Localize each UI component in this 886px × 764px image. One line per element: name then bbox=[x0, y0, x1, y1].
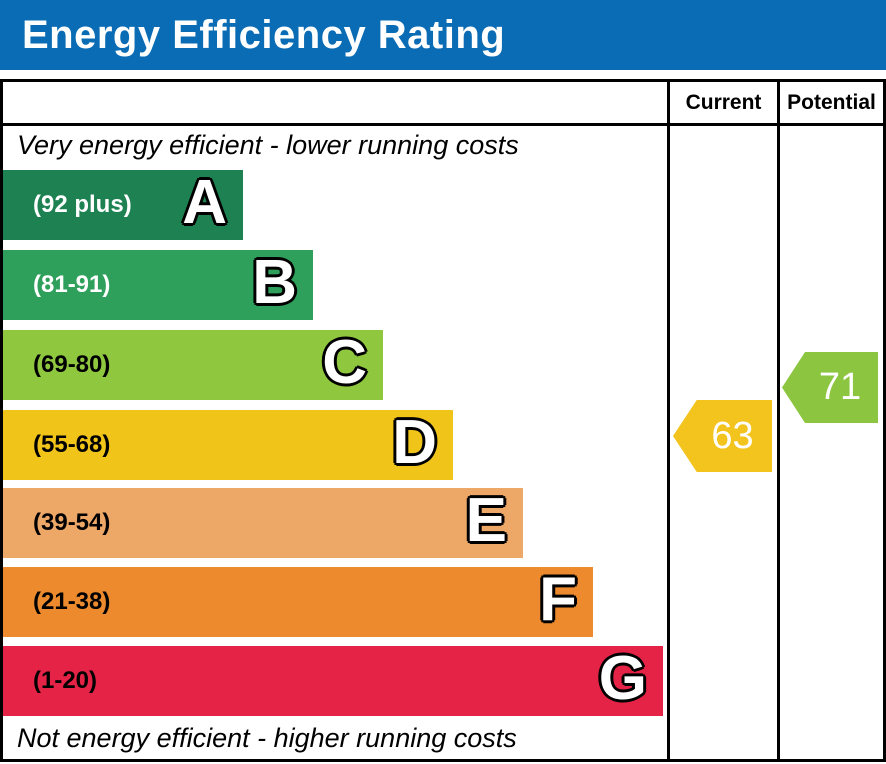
potential-rating-arrow: 71 bbox=[782, 352, 878, 423]
current-column-divider bbox=[667, 82, 670, 759]
band-letter: F bbox=[539, 565, 577, 635]
potential-column-divider bbox=[777, 82, 780, 759]
caption-not-efficient: Not energy efficient - higher running co… bbox=[17, 723, 517, 753]
band-range: (92 plus) bbox=[33, 191, 132, 218]
page-title: Energy Efficiency Rating bbox=[22, 12, 506, 57]
band-letter: D bbox=[392, 408, 437, 478]
band-letter: B bbox=[252, 248, 297, 318]
column-header-potential: Potential bbox=[787, 90, 876, 114]
band-range: (1-20) bbox=[33, 667, 98, 694]
band-letter: C bbox=[322, 328, 367, 398]
header-divider-line bbox=[3, 123, 883, 126]
band-letter: G bbox=[598, 644, 647, 714]
rating-table: Current Potential Very energy efficient … bbox=[0, 79, 886, 762]
band-range: (81-91) bbox=[33, 271, 111, 298]
band-e: (39-54) E bbox=[3, 488, 523, 558]
band-letter: A bbox=[182, 168, 227, 238]
band-f: (21-38) F bbox=[3, 567, 593, 637]
band-a: (92 plus) A bbox=[3, 170, 243, 240]
column-header-current: Current bbox=[685, 90, 762, 114]
band-range: (21-38) bbox=[33, 588, 111, 615]
band-c: (69-80) C bbox=[3, 330, 383, 400]
band-d: (55-68) D bbox=[3, 410, 453, 480]
band-letter: E bbox=[465, 486, 507, 556]
current-rating-value: 63 bbox=[711, 414, 754, 457]
band-range: (69-80) bbox=[33, 351, 111, 378]
band-range: (39-54) bbox=[33, 509, 111, 536]
caption-very-efficient: Very energy efficient - lower running co… bbox=[17, 130, 519, 160]
title-banner: Energy Efficiency Rating bbox=[0, 0, 886, 70]
current-rating-arrow: 63 bbox=[673, 400, 772, 472]
band-range: (55-68) bbox=[33, 431, 111, 458]
band-b: (81-91) B bbox=[3, 250, 313, 320]
band-g: (1-20) G bbox=[3, 646, 663, 716]
potential-rating-value: 71 bbox=[818, 366, 862, 408]
